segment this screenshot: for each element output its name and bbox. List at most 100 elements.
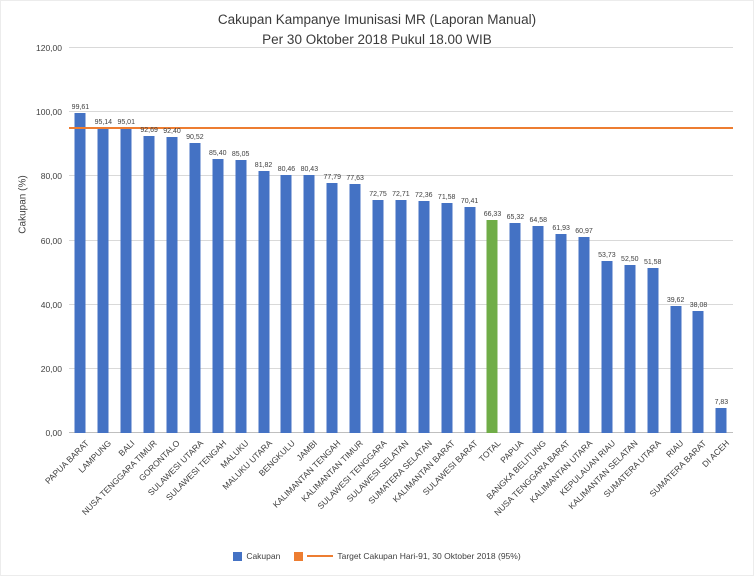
bar-column-sumatera-utara: 51,58 SUMATERA UTARA — [602, 48, 664, 500]
chart-title: Cakupan Kampanye Imunisasi MR (Laporan M… — [1, 10, 753, 50]
bar-value-label: 52,50 — [621, 255, 639, 263]
bar-value-label: 95,14 — [94, 118, 113, 126]
legend-label-target: Target Cakupan Hari-91, 30 Oktober 2018 … — [337, 551, 521, 561]
bar-value-label: 90,52 — [186, 133, 204, 141]
y-tick-label: 0,00 — [45, 428, 62, 438]
bar-value-label: 72,71 — [392, 190, 410, 198]
bar-value-label: 77,79 — [323, 174, 341, 182]
bar-value-label: 95,01 — [117, 119, 135, 127]
bar-columns: 99,61 PAPUA BARAT 95,14 LAMPUNG 95,01 BALI 92,… — [43, 48, 733, 517]
bar-papua — [509, 223, 521, 433]
gridline — [69, 175, 733, 177]
bar-value-label: 72,75 — [369, 190, 387, 198]
chart-title-line1: Cakupan Kampanye Imunisasi MR (Laporan M… — [217, 12, 537, 27]
bar-value-label: 85,05 — [231, 151, 250, 159]
bar-column-di-aceh: 7,83 DI ACEH — [700, 48, 733, 469]
y-tick-label: 100,00 — [36, 107, 62, 118]
bar-nusa-tenggara-barat — [555, 234, 567, 433]
bar-bali — [120, 128, 132, 433]
legend-item-target: Target Cakupan Hari-91, 30 Oktober 2018 … — [294, 551, 521, 561]
bar-riau — [670, 305, 682, 433]
bar-column-lampung: 95,14 LAMPUNG — [77, 48, 115, 475]
bar-value-label: 7,83 — [714, 398, 729, 406]
bar-sulawesi-tengah — [212, 159, 224, 433]
bar-value-label: 92,40 — [163, 127, 181, 135]
gridline — [69, 111, 733, 113]
bar-lampung — [97, 127, 109, 433]
bar-column-kalimantan-timur: 77,63 KALIMANTAN TIMUR — [300, 48, 367, 504]
bar-sulawesi-tenggara — [372, 199, 384, 433]
bar-kalimantan-utara — [578, 237, 590, 433]
bar-value-label: 81,82 — [254, 161, 273, 169]
bar-value-label: 92,69 — [140, 126, 158, 134]
bar-maluku-utara — [258, 170, 270, 433]
bar-jambi — [303, 174, 315, 433]
bar-value-label: 80,43 — [300, 165, 319, 173]
bar-value-label: 70,41 — [460, 198, 479, 206]
bar-column-riau: 39,62 RIAU — [664, 48, 687, 460]
bar-column-maluku-utara: 81,82 MALUKU UTARA — [220, 48, 275, 492]
y-tick-label: 120,00 — [36, 43, 62, 53]
bar-value-label: 38,08 — [689, 301, 708, 309]
gridline — [69, 47, 733, 48]
bar-column-sulawesi-barat: 70,41 SULAWESI BARAT — [420, 48, 481, 497]
bar-kalimantan-barat — [441, 203, 453, 433]
bar-column-nusa-tenggara-timur: 92,69 NUSA TENGGARA TIMUR — [80, 48, 161, 517]
bar-value-label: 60,97 — [575, 228, 593, 236]
bar-gorontalo — [166, 136, 178, 433]
bar-kepulauan-riau — [601, 260, 613, 433]
bar-column-kalimantan-barat: 71,58 KALIMANTAN BARAT — [390, 48, 458, 504]
bar-value-label: 66,33 — [483, 211, 502, 219]
bar-column-kepulauan-riau: 53,73 KEPULAUAN RIAU — [557, 48, 618, 498]
bar-column-sulawesi-utara: 90,52 SULAWESI UTARA — [145, 48, 206, 498]
bar-total — [486, 220, 498, 433]
bar-column-papua: 65,32 PAPUA — [498, 48, 527, 465]
bar-value-label: 39,62 — [666, 296, 685, 304]
bar-value-label: 53,73 — [598, 251, 616, 259]
bar-sumatera-utara — [647, 267, 659, 433]
bar-value-label: 99,61 — [71, 104, 90, 112]
bar-value-label: 64,58 — [529, 216, 548, 224]
bar-column-sumatera-barat: 38,08 SUMATERA BARAT — [648, 48, 710, 499]
bar-maluku — [235, 160, 247, 433]
bar-kalimantan-timur — [349, 183, 361, 433]
target-line-swatch-icon — [307, 555, 334, 557]
bar-bangka-belitung — [532, 225, 544, 433]
bar-column-jambi: 80,43 JAMBI — [295, 48, 321, 463]
y-tick-label: 60,00 — [40, 235, 62, 246]
bar-sulawesi-utara — [189, 142, 201, 433]
bar-value-label: 71,58 — [437, 194, 456, 202]
bar-column-sulawesi-selatan: 72,71 SULAWESI SELATAN — [345, 48, 412, 504]
bar-sulawesi-barat — [464, 207, 476, 433]
bar-column-total: 66,33 TOTAL — [477, 48, 504, 464]
bar-value-label: 65,32 — [506, 214, 525, 222]
cakupan-series-swatch-icon — [233, 551, 243, 561]
legend-label-cakupan: Cakupan — [246, 551, 281, 561]
bar-column-papua-barat: 99,61 PAPUA BARAT — [43, 48, 92, 486]
bar-column-sulawesi-tengah: 85,40 SULAWESI TENGAH — [163, 48, 229, 503]
legend-item-cakupan: Cakupan — [233, 551, 280, 561]
bar-value-label: 77,63 — [346, 174, 364, 182]
bar-column-gorontalo: 92,40 GORONTALO — [137, 48, 184, 483]
legend: Cakupan Target Cakupan Hari-91, 30 Oktob… — [1, 551, 753, 561]
bar-value-label: 80,46 — [277, 165, 296, 173]
y-tick-label: 40,00 — [40, 299, 62, 310]
bar-sumatera-selatan — [418, 200, 430, 433]
bar-column-sulawesi-tenggara: 72,75 SULAWESI TENGGARA — [315, 48, 390, 512]
plot-area: 0,00 20,00 40,00 60,00 80,00 100,00 120,00 99,6… — [36, 43, 733, 518]
y-tick-label: 80,00 — [40, 171, 62, 182]
bar-sumatera-barat — [692, 310, 704, 433]
bar-column-kalimantan-tengah: 77,79 KALIMANTAN TENGAH — [271, 48, 344, 509]
y-tick-label: 20,00 — [40, 363, 62, 374]
target-line — [69, 127, 733, 130]
chart-title-line2: Per 30 Oktober 2018 Pukul 18.00 WIB — [262, 32, 492, 47]
target-series-swatch-icon — [294, 551, 304, 561]
bar-value-label: 51,58 — [643, 258, 662, 266]
bar-value-label: 61,93 — [552, 225, 570, 233]
bar-column-kalimantan-utara: 60,97 KALIMANTAN UTARA — [527, 48, 596, 504]
bar-kalimantan-selatan — [624, 264, 636, 433]
bar-column-bali: 95,01 BALI — [115, 48, 138, 458]
x-axis-label: TOTAL — [476, 438, 503, 464]
bar-column-nusa-tenggara-barat: 61,93 NUSA TENGGARA BARAT — [492, 48, 573, 517]
